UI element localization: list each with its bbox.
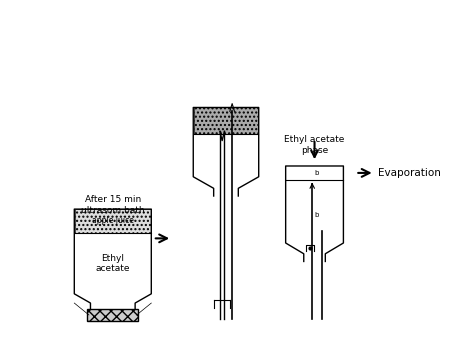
Text: Ethyl
acetate: Ethyl acetate xyxy=(96,254,130,273)
Text: Ethyl acetate
phase: Ethyl acetate phase xyxy=(284,135,345,155)
Text: apple juice: apple juice xyxy=(92,216,134,225)
Text: Evaporation: Evaporation xyxy=(378,168,440,178)
Text: After 15 min
ultrasom bath: After 15 min ultrasom bath xyxy=(81,195,145,215)
Bar xyxy=(194,107,258,134)
Bar xyxy=(75,209,151,233)
Text: b: b xyxy=(315,212,319,217)
Bar xyxy=(87,309,138,321)
Text: b: b xyxy=(315,170,319,176)
